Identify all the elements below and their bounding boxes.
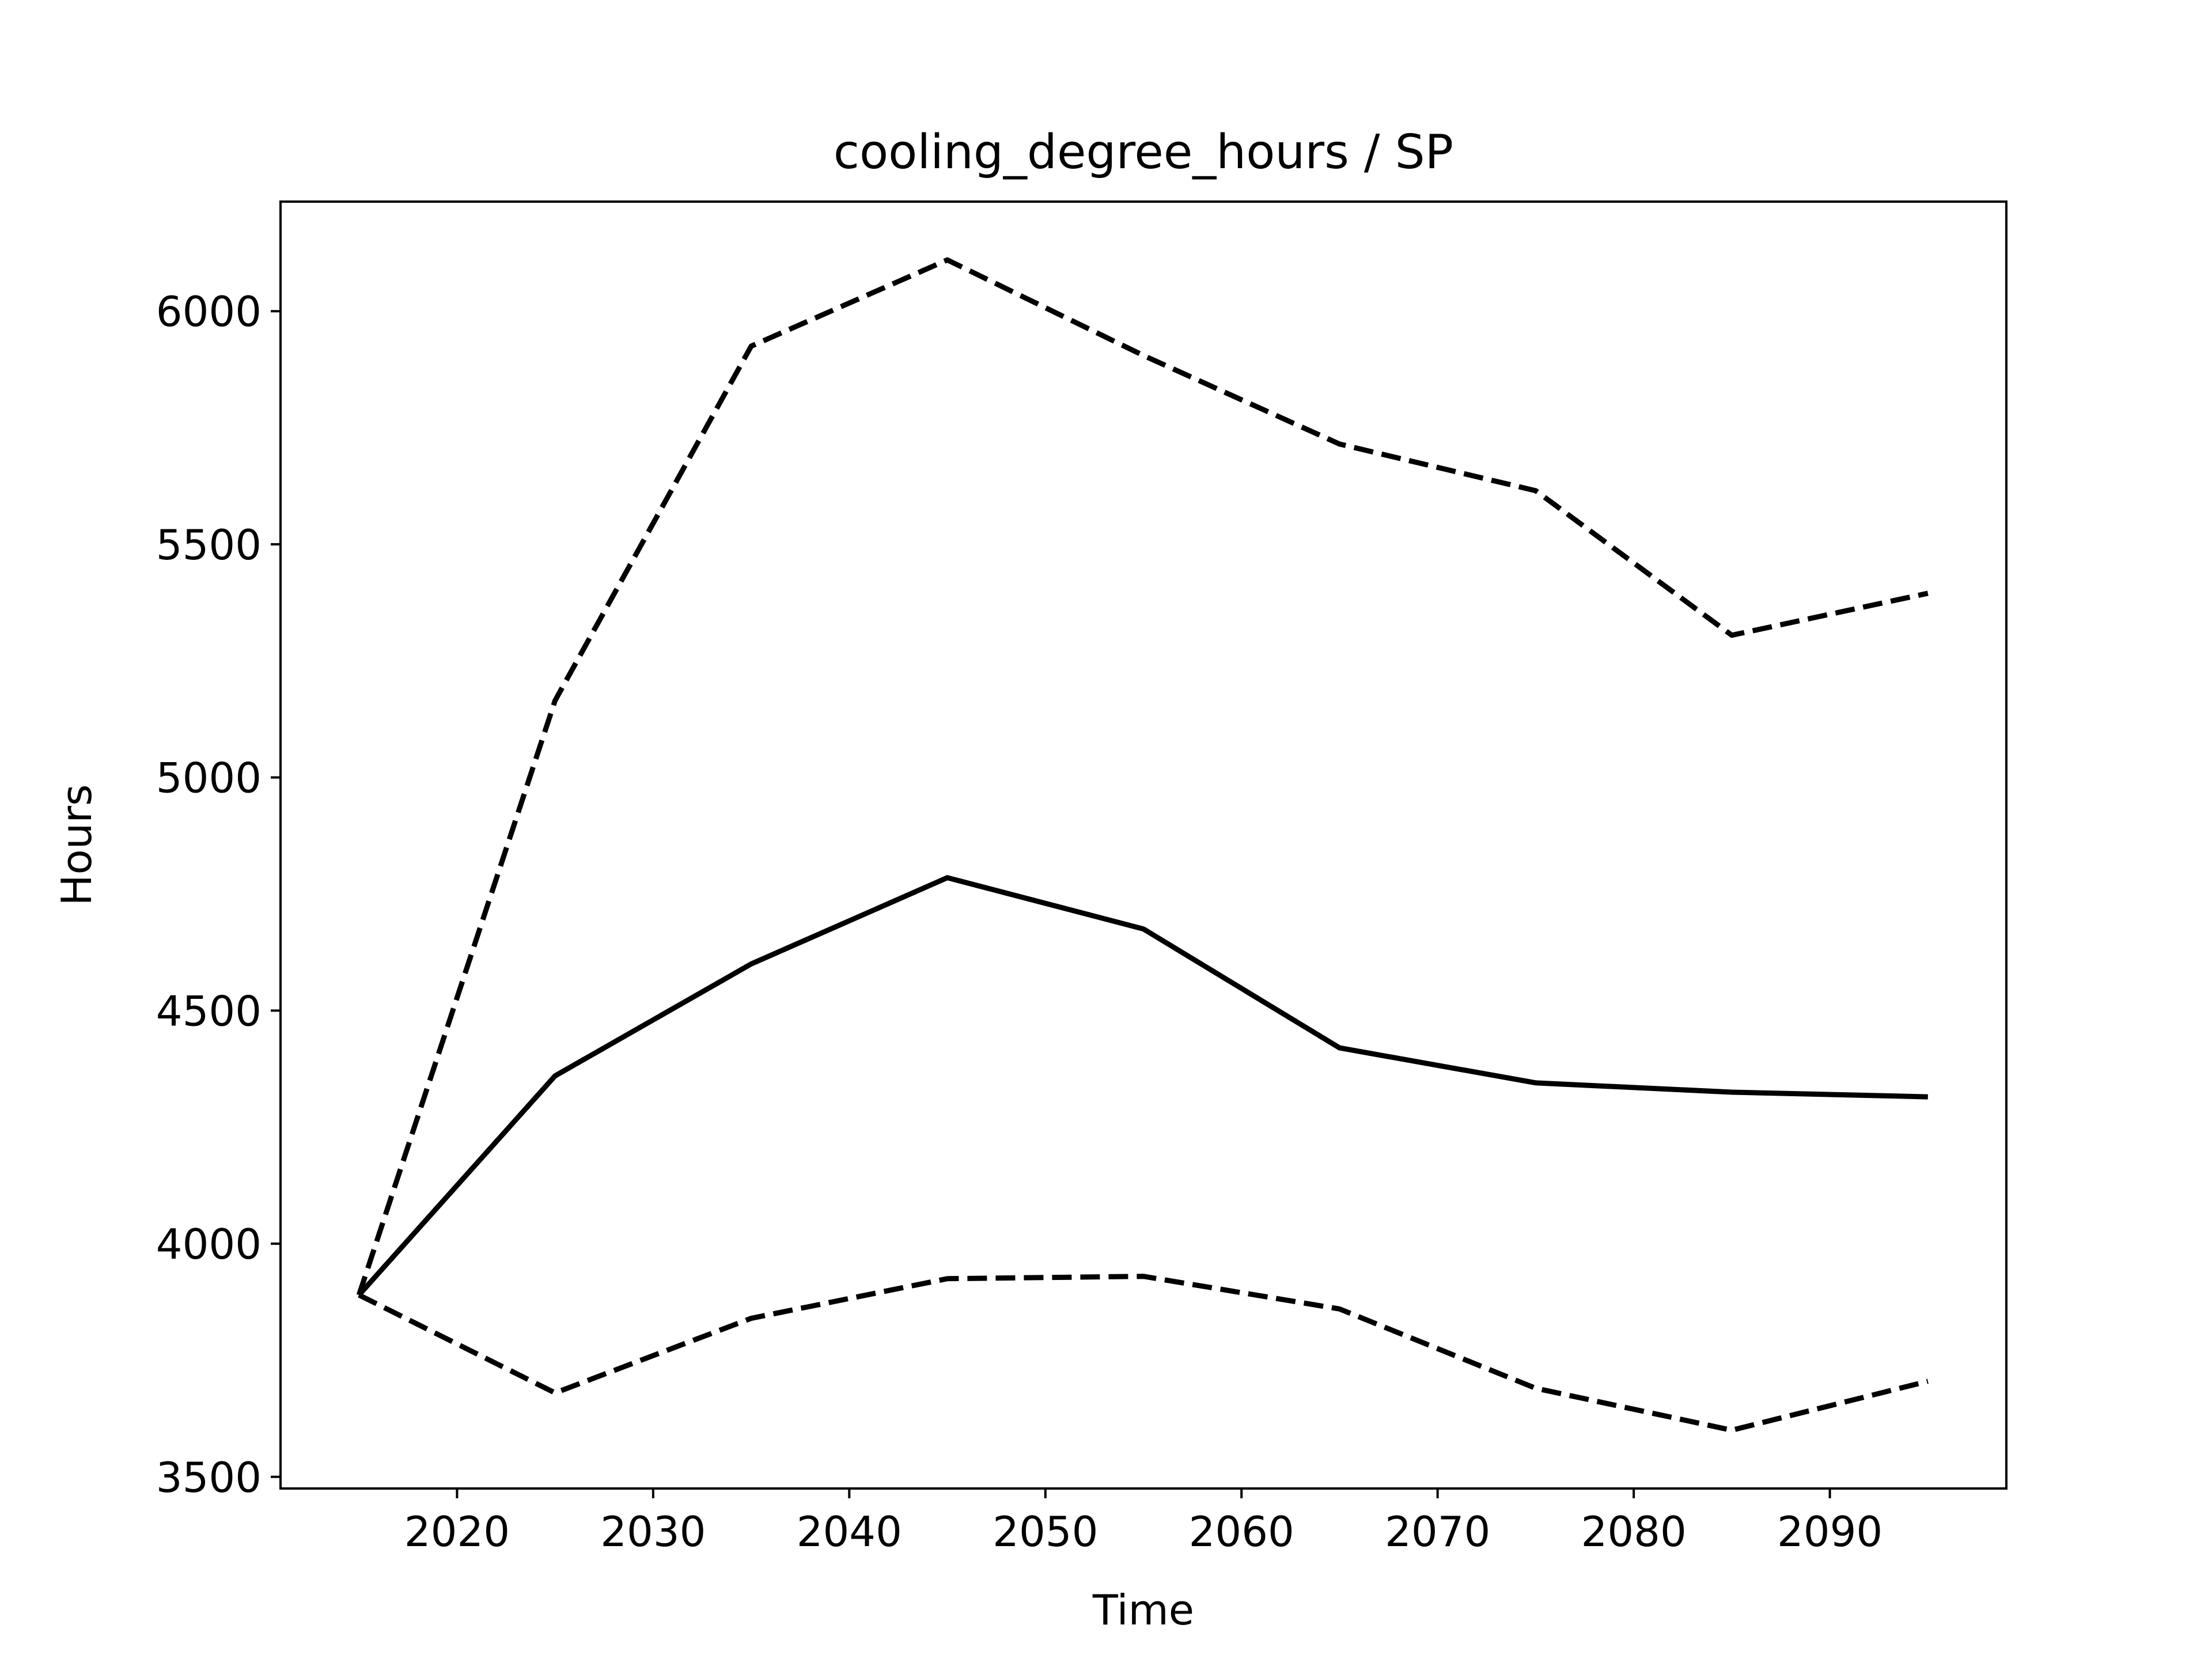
x-tick-label: 2060 xyxy=(1189,1508,1294,1556)
y-tick-label: 5500 xyxy=(156,521,262,569)
x-tick-label: 2080 xyxy=(1581,1508,1687,1556)
y-axis: 3500 4000 4500 5000 5500 6000 xyxy=(156,287,281,1502)
y-tick-label: 6000 xyxy=(156,287,262,336)
x-tick-label: 2020 xyxy=(404,1508,510,1556)
y-tick-label: 5000 xyxy=(156,754,262,802)
x-tick-label: 2050 xyxy=(993,1508,1098,1556)
y-tick-label: 4500 xyxy=(156,987,262,1035)
x-tick-label: 2030 xyxy=(600,1508,706,1556)
y-tick-label: 3500 xyxy=(156,1453,262,1502)
y-tick-label: 4000 xyxy=(156,1220,262,1268)
x-tick-label: 2040 xyxy=(797,1508,902,1556)
series-layer xyxy=(356,257,1929,1433)
x-axis-label: Time xyxy=(1092,1586,1194,1634)
series-line-3 xyxy=(358,1274,1929,1433)
x-tick-label: 2090 xyxy=(1777,1508,1883,1556)
x-axis: 2020 2030 2040 2050 2060 2070 2080 2090 xyxy=(404,1488,1883,1556)
y-axis-label: Hours xyxy=(52,785,101,906)
x-tick-label: 2070 xyxy=(1385,1508,1490,1556)
series-line-2 xyxy=(356,257,1929,1296)
plot-frame xyxy=(279,200,2008,1490)
chart-title: cooling_degree_hours / SP xyxy=(834,125,1453,180)
series-line-1 xyxy=(357,875,1928,1297)
